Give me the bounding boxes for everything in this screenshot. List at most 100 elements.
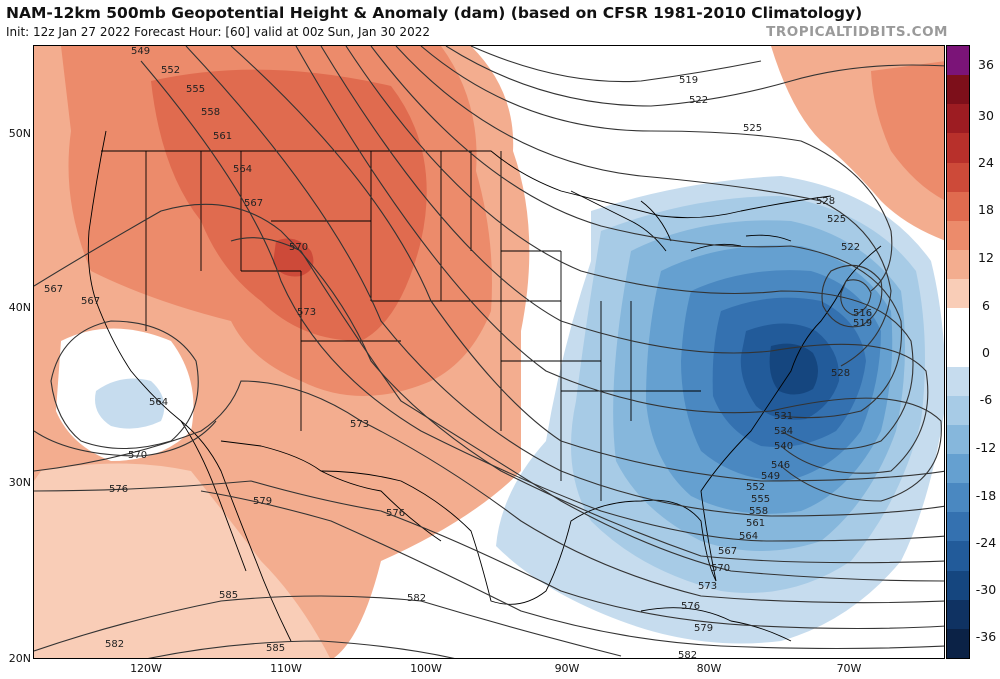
contour-label: 573 xyxy=(698,581,717,592)
colorbar-segment xyxy=(947,424,969,455)
lon-label-80w: 80W xyxy=(696,662,722,675)
contour-label: 573 xyxy=(297,307,316,318)
colorbar-segment xyxy=(947,250,969,280)
contour-label: 555 xyxy=(751,494,770,505)
contour-label: 570 xyxy=(128,450,147,461)
colorbar-label-0: 0 xyxy=(982,345,990,360)
contour-label: 567 xyxy=(81,296,100,307)
contour-label: 564 xyxy=(149,397,168,408)
lat-label-40n: 40N xyxy=(8,301,31,314)
contour-label: 540 xyxy=(774,441,793,452)
contour-label: 549 xyxy=(761,471,780,482)
contour-570 xyxy=(34,237,944,582)
colorbar-segment xyxy=(947,628,969,659)
contour-525 xyxy=(420,46,893,292)
contour-label: 531 xyxy=(774,411,793,422)
contour-label: 552 xyxy=(161,65,180,76)
lon-label-70w: 70W xyxy=(836,662,862,675)
contour-label: 534 xyxy=(774,426,793,437)
colorbar-label-30: 30 xyxy=(978,108,994,123)
us-canada-border xyxy=(101,150,832,219)
contour-558 xyxy=(185,46,944,517)
positive-anomaly-utah xyxy=(273,238,314,277)
colorbar-label-18: 18 xyxy=(978,202,994,217)
contour-label: 576 xyxy=(681,601,700,612)
colorbar-segment xyxy=(947,308,969,338)
contour-label: 579 xyxy=(253,496,272,507)
colorbar-segment xyxy=(947,512,969,542)
chart-title: NAM-12km 500mb Geopotential Height & Ano… xyxy=(6,4,863,22)
colorbar-segment xyxy=(947,454,969,484)
contour-label: 579 xyxy=(694,623,713,634)
colorbar-segment xyxy=(947,483,969,513)
lon-label-120w: 120W xyxy=(130,662,162,675)
negative-anomaly-west-low xyxy=(95,378,165,429)
contour-585 xyxy=(148,640,455,658)
colorbar-label-neg36: -36 xyxy=(975,629,997,644)
contour-519 xyxy=(470,46,762,83)
contour-531 xyxy=(370,46,903,419)
contour-label: 585 xyxy=(266,643,285,654)
colorbar-segment xyxy=(947,191,969,222)
colorbar-label-36: 36 xyxy=(978,57,994,72)
positive-anomaly-south xyxy=(34,463,330,658)
contour-label: 582 xyxy=(105,639,124,650)
contour-528 xyxy=(395,46,892,367)
colorbar-segment xyxy=(947,599,969,630)
contour-label: 561 xyxy=(746,518,765,529)
colorbar-label-6: 6 xyxy=(982,298,990,313)
negative-anomaly-core xyxy=(769,343,818,395)
state-lines-west xyxy=(145,151,501,431)
colorbar-segment xyxy=(947,395,969,426)
contour-label: 552 xyxy=(746,482,765,493)
contour-label: 567 xyxy=(244,198,263,209)
colorbar-segment xyxy=(947,75,969,105)
contour-low-inner xyxy=(840,279,872,316)
lon-label-100w: 100W xyxy=(410,662,442,675)
colorbar-label-neg6: -6 xyxy=(979,392,993,407)
mexico-border xyxy=(220,440,442,542)
lon-label-90w: 90W xyxy=(554,662,580,675)
contour-label: 522 xyxy=(689,95,708,106)
lat-label-50n: 50N xyxy=(8,127,31,140)
colorbar-label-24: 24 xyxy=(978,155,994,170)
contour-label: 576 xyxy=(386,508,405,519)
colorbar-segment xyxy=(947,133,969,164)
lat-label-30n: 30N xyxy=(8,476,31,489)
contour-label: 570 xyxy=(289,242,308,253)
anomaly-colorbar xyxy=(946,45,970,659)
brand-watermark: TROPICALTIDBITS.COM xyxy=(766,24,948,40)
contour-534 xyxy=(345,46,914,450)
contour-label: 525 xyxy=(743,123,762,134)
contour-label: 567 xyxy=(44,284,63,295)
contour-573 xyxy=(34,380,944,604)
lat-label-20n: 20N xyxy=(8,652,31,665)
weather-map[interactable]: 519 522 525 528 531 534 540 546 549 552 … xyxy=(33,45,945,659)
contour-label: 555 xyxy=(186,84,205,95)
colorbar-segment xyxy=(947,162,969,193)
contour-label: 576 xyxy=(109,484,128,495)
contour-label: 582 xyxy=(407,593,426,604)
colorbar-label-neg24: -24 xyxy=(975,535,997,550)
map-canvas: 519 522 525 528 531 534 540 546 549 552 … xyxy=(34,46,944,658)
contour-540 xyxy=(320,46,929,474)
contour-label: 519 xyxy=(853,318,872,329)
contour-label: 519 xyxy=(679,75,698,86)
colorbar-segment xyxy=(947,541,969,572)
colorbar-label-neg30: -30 xyxy=(975,582,997,597)
great-lakes xyxy=(570,190,792,252)
positive-anomaly-northeast-6 xyxy=(871,61,944,200)
lon-label-110w: 110W xyxy=(270,662,302,675)
contour-label: 522 xyxy=(841,242,860,253)
contour-label: 561 xyxy=(213,131,232,142)
contour-label: 516 xyxy=(853,308,872,319)
anomaly-fill-layer xyxy=(34,46,944,658)
colorbar-label-12: 12 xyxy=(978,250,994,265)
contour-labels-layer: 519 522 525 528 531 534 540 546 549 552 … xyxy=(44,46,872,658)
west-coast xyxy=(87,130,292,642)
cuba xyxy=(640,607,792,642)
state-lines-central xyxy=(500,151,701,501)
contour-582 xyxy=(34,595,622,657)
contour-label: 558 xyxy=(749,506,768,517)
colorbar-label-neg12: -12 xyxy=(975,440,997,455)
